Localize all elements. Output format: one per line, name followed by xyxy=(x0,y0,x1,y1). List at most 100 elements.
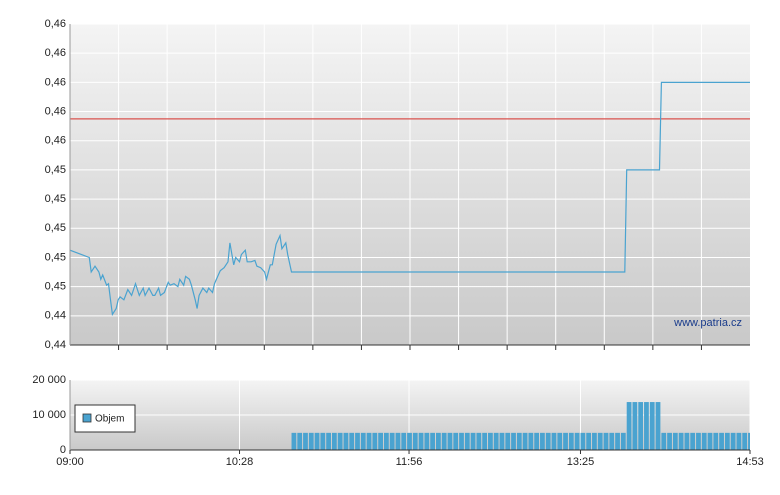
volume-bar xyxy=(540,432,545,450)
legend-swatch xyxy=(82,413,92,423)
volume-bar xyxy=(748,432,750,450)
volume-bar xyxy=(343,432,349,450)
volume-bar xyxy=(389,432,395,450)
volume-bar xyxy=(730,432,736,450)
y-tick-label: 0,46 xyxy=(45,135,66,147)
watermark: www.patria.cz xyxy=(673,317,742,329)
volume-bar xyxy=(505,432,511,450)
volume-bar xyxy=(586,432,592,450)
y-tick-label: 0,46 xyxy=(45,18,66,30)
volume-bar xyxy=(453,432,459,450)
volume-bar xyxy=(563,432,568,450)
y-tick-label: 0,45 xyxy=(45,193,66,205)
volume-bar xyxy=(412,432,418,450)
volume-bar xyxy=(707,432,713,450)
volume-bar xyxy=(545,432,551,450)
volume-bar xyxy=(297,432,303,450)
volume-bar xyxy=(620,432,626,450)
volume-bar xyxy=(592,432,597,450)
volume-bar xyxy=(499,432,505,450)
volume-bar xyxy=(719,432,724,450)
volume-bar xyxy=(464,432,470,450)
y-tick-label: 20 000 xyxy=(32,374,66,386)
volume-bar xyxy=(355,432,360,450)
volume-bar xyxy=(326,432,331,450)
volume-bar xyxy=(424,432,430,450)
volume-bar xyxy=(383,432,389,450)
volume-bar xyxy=(696,432,701,450)
volume-bar xyxy=(632,402,638,450)
y-tick-label: 0,44 xyxy=(45,310,66,322)
volume-bar xyxy=(551,432,557,450)
volume-bar xyxy=(615,432,620,450)
volume-bar xyxy=(580,432,586,450)
y-tick-label: 0 xyxy=(60,444,66,456)
y-tick-label: 0,46 xyxy=(45,76,66,88)
y-tick-label: 0,44 xyxy=(45,339,66,351)
volume-bar xyxy=(308,432,314,450)
volume-bar xyxy=(603,432,609,450)
volume-bar xyxy=(418,432,424,450)
x-tick-label: 14:53 xyxy=(736,456,764,468)
volume-bar xyxy=(701,432,707,450)
volume-bar xyxy=(690,432,696,450)
volume-bar xyxy=(713,432,719,450)
legend-label: Objem xyxy=(95,414,124,425)
volume-bar xyxy=(314,432,320,450)
volume-bar xyxy=(349,432,355,450)
volume-bar xyxy=(407,432,412,450)
volume-bar xyxy=(534,432,540,450)
volume-bar xyxy=(655,402,661,450)
y-tick-label: 0,46 xyxy=(45,47,66,59)
volume-bar xyxy=(742,432,748,450)
volume-bar xyxy=(331,432,337,450)
y-tick-label: 0,45 xyxy=(45,164,66,176)
volume-bar xyxy=(459,432,464,450)
y-tick-label: 10 000 xyxy=(32,409,66,421)
volume-bar xyxy=(476,432,482,450)
volume-bar xyxy=(401,432,407,450)
y-tick-label: 0,45 xyxy=(45,281,66,293)
volume-bar xyxy=(488,432,493,450)
y-tick-label: 0,45 xyxy=(45,251,66,263)
price-line xyxy=(69,81,750,317)
x-tick-label: 13:25 xyxy=(567,456,595,468)
volume-bar xyxy=(684,432,690,450)
volume-bar xyxy=(360,432,366,450)
volume-bar xyxy=(470,432,476,450)
y-tick-label: 0,45 xyxy=(45,222,66,234)
volume-bar xyxy=(493,432,499,450)
volume-bar xyxy=(528,432,534,450)
volume-bar xyxy=(303,432,308,450)
volume-bar xyxy=(291,432,297,450)
volume-bar xyxy=(366,432,372,450)
volume-bar xyxy=(372,432,378,450)
volume-bar xyxy=(436,432,441,450)
volume-bar xyxy=(522,432,528,450)
volume-bar xyxy=(667,432,672,450)
x-tick-label: 11:56 xyxy=(396,456,423,468)
volume-bar xyxy=(678,432,684,450)
volume-bar xyxy=(574,432,580,450)
volume-bar xyxy=(724,432,730,450)
volume-bar xyxy=(672,432,678,450)
volume-bar xyxy=(736,432,742,450)
volume-bar xyxy=(447,432,453,450)
volume-bar xyxy=(661,432,667,450)
volume-bar xyxy=(430,432,436,450)
x-tick-label: 10:28 xyxy=(226,456,254,468)
volume-bar xyxy=(441,432,447,450)
volume-bar xyxy=(609,432,615,450)
volume-bar xyxy=(482,432,488,450)
volume-bar xyxy=(557,432,563,450)
volume-bar xyxy=(320,432,326,450)
volume-bar xyxy=(395,432,401,450)
volume-bar xyxy=(378,432,383,450)
volume-bar xyxy=(511,432,516,450)
volume-bar xyxy=(626,402,632,450)
volume-bar xyxy=(597,432,603,450)
volume-bar xyxy=(516,432,522,450)
volume-bar xyxy=(649,402,655,450)
volume-bar xyxy=(638,402,644,450)
